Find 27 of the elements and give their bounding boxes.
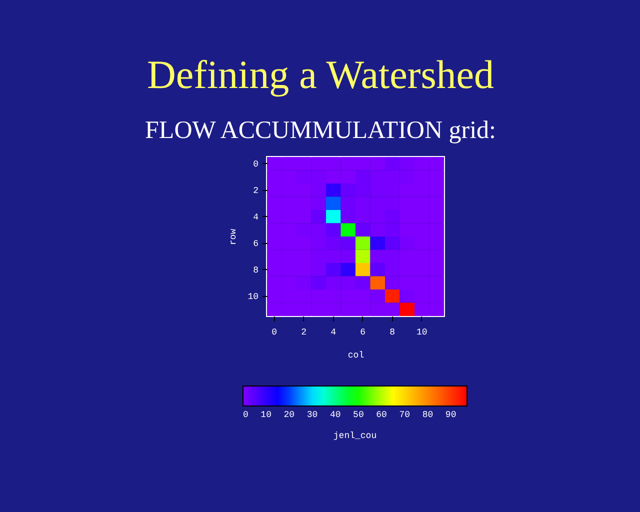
color-bar-label: 30 — [306, 410, 318, 420]
x-tick-label: 10 — [416, 328, 428, 338]
y-tick-label: 2 — [253, 186, 258, 196]
color-bar-label: 60 — [376, 410, 387, 420]
color-bar-label: 40 — [330, 410, 341, 420]
x-tick-label: 2 — [301, 328, 307, 338]
y-tick-label: 8 — [253, 266, 258, 276]
x-tick-label: 4 — [330, 328, 336, 338]
y-tick-label: 6 — [253, 239, 258, 250]
x-axis-title: col — [348, 350, 364, 360]
y-axis-title: row — [228, 228, 239, 246]
color-bar-label: 10 — [260, 410, 272, 420]
color-bar-label: 90 — [445, 410, 456, 420]
color-bar-label: 20 — [284, 410, 295, 420]
y-tick-label: 10 — [248, 292, 258, 302]
color-bar-label: 80 — [422, 410, 434, 420]
color-bar-label: 50 — [353, 410, 364, 420]
x-tick-label: 8 — [390, 328, 396, 338]
chart-subtitle: FLOW ACCUMMULATION grid: — [145, 117, 496, 144]
x-tick-label: 0 — [272, 328, 278, 338]
y-tick-label: 0 — [253, 160, 258, 170]
color-bar-label: 70 — [399, 410, 410, 420]
y-tick-label: 4 — [253, 212, 258, 223]
color-bar-title: jenl_cou — [333, 431, 377, 441]
color-bar-label: 0 — [243, 410, 248, 420]
x-tick-label: 6 — [360, 328, 366, 338]
chart-title: Defining a Watershed — [146, 52, 494, 97]
